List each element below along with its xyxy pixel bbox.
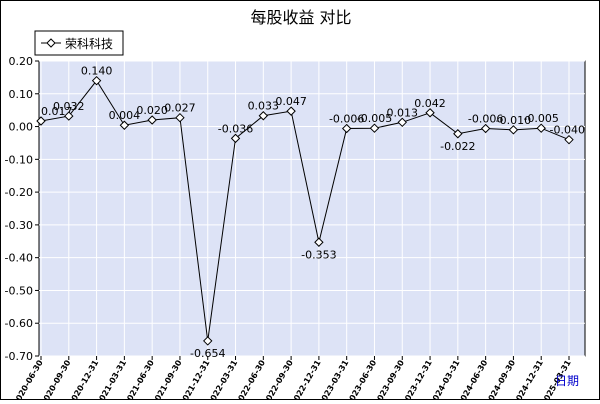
y-tick-label: -0.60 — [5, 317, 33, 330]
x-tick-label: 2021-06-30 — [123, 358, 157, 399]
legend-diamond-icon — [46, 38, 56, 48]
x-tick-label: 2022-03-31 — [206, 358, 240, 399]
data-label: 0.017 — [41, 105, 73, 118]
y-tick-label: -0.10 — [5, 153, 33, 166]
data-label: -0.006 — [468, 113, 503, 126]
data-point — [230, 133, 241, 144]
data-point — [425, 108, 435, 118]
x-tick-label: 2024-09-30 — [484, 358, 518, 399]
data-point — [91, 75, 102, 86]
y-tick-label: -0.40 — [5, 252, 33, 265]
x-tick-label: 2022-06-30 — [234, 358, 268, 399]
data-point — [341, 123, 352, 134]
y-tick-label: -0.30 — [5, 219, 33, 232]
data-label: -0.040 — [550, 124, 585, 137]
data-point — [258, 111, 269, 121]
x-tick-label: 2023-06-30 — [345, 358, 379, 399]
x-tick-label: 2020-12-31 — [67, 358, 101, 399]
data-label: -0.353 — [301, 248, 336, 261]
data-point — [508, 125, 519, 135]
data-label: -0.036 — [218, 122, 253, 135]
data-point — [36, 116, 46, 126]
data-point — [175, 112, 185, 123]
data-point — [286, 106, 296, 116]
x-tick-label: 2024-06-30 — [456, 358, 490, 399]
x-tick-label: 2024-03-31 — [428, 358, 462, 399]
data-point — [397, 117, 407, 128]
x-tick-label: 2023-03-31 — [317, 358, 351, 399]
x-tick-label: 2023-12-31 — [400, 358, 434, 399]
data-label: -0.654 — [190, 347, 225, 360]
legend: 荣科科技 — [34, 30, 124, 56]
x-tick-label: 2023-09-30 — [373, 358, 407, 399]
data-label: -0.010 — [496, 114, 531, 127]
data-point — [119, 120, 130, 130]
x-tick-label: 2022-09-30 — [261, 358, 295, 399]
data-label: 0.033 — [248, 100, 280, 113]
x-tick-label: 2024-12-31 — [512, 358, 546, 399]
x-axis: 2020-06-302020-09-302020-12-312021-03-31… — [11, 356, 573, 404]
x-axis-title: 日期 — [555, 374, 579, 388]
data-label: -0.005 — [357, 112, 392, 125]
y-tick-label: -0.50 — [5, 284, 33, 297]
x-tick-label: 2020-09-30 — [39, 358, 73, 399]
y-axis: 0.20 0.10 0.00 -0.10 -0.20 -0.30 -0.40 -0.50 -0.… — [5, 55, 39, 363]
y-tick-label: -0.20 — [5, 186, 33, 199]
legend-label: 荣科科技 — [65, 37, 113, 51]
data-label: -0.022 — [440, 140, 475, 153]
y-tick-label: 0.20 — [9, 55, 34, 68]
chart-title: 每股收益 对比 — [250, 8, 351, 27]
series-polyline — [40, 79, 570, 341]
grid-lines — [39, 60, 585, 357]
x-tick-label: 2020-06-30 — [11, 358, 45, 399]
y-tick-label: 0.00 — [9, 121, 34, 134]
data-label: 0.140 — [81, 65, 113, 78]
data-label: 0.042 — [414, 97, 446, 110]
data-label: 0.032 — [53, 100, 85, 113]
x-tick-label: 2021-12-31 — [178, 358, 212, 399]
data-label: 0.004 — [109, 109, 141, 122]
data-point — [147, 115, 157, 125]
data-label: 0.013 — [387, 106, 419, 119]
data-point — [203, 336, 213, 346]
data-label: 0.020 — [136, 104, 168, 117]
x-tick-label: 2022-12-31 — [289, 358, 323, 399]
data-point — [480, 123, 491, 134]
y-tick-label: 0.10 — [9, 88, 34, 101]
data-label: 0.047 — [275, 95, 307, 108]
data-point — [369, 123, 380, 133]
data-point — [536, 123, 546, 133]
data-point — [453, 129, 463, 139]
x-tick-label: 2021-03-31 — [95, 358, 129, 399]
data-point — [314, 237, 324, 247]
data-point — [564, 134, 574, 145]
x-tick-label: 2021-09-30 — [150, 358, 184, 399]
data-label: 0.027 — [164, 102, 196, 115]
y-tick-label: -0.70 — [5, 350, 33, 363]
data-label: -0.006 — [329, 113, 364, 126]
data-label: -0.005 — [523, 112, 558, 125]
data-point — [64, 111, 74, 121]
